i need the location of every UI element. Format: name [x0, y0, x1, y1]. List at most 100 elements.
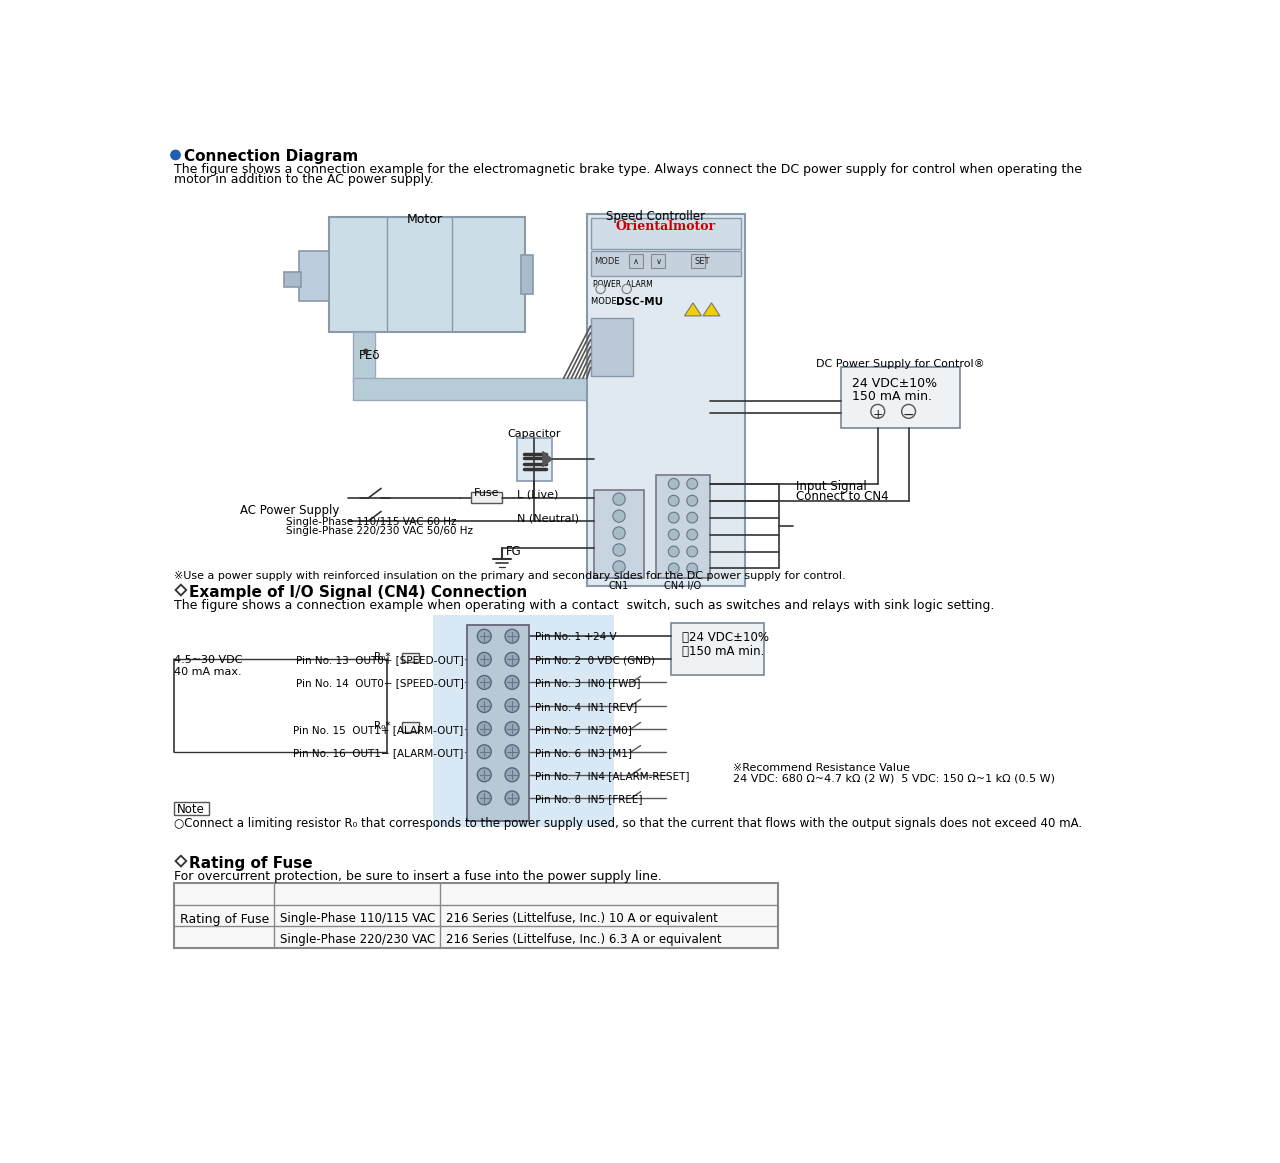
Text: Pin No. 16  OUT1− [ALARM-OUT]: Pin No. 16 OUT1− [ALARM-OUT]	[293, 748, 463, 758]
Circle shape	[506, 699, 518, 713]
Circle shape	[596, 284, 605, 293]
Bar	[402, 654, 419, 663]
Circle shape	[687, 495, 698, 506]
Circle shape	[506, 629, 518, 643]
Circle shape	[364, 349, 369, 354]
Text: AC Power Supply: AC Power Supply	[241, 504, 339, 516]
Bar	[517, 438, 552, 480]
Text: Pin No. 1 +24 V: Pin No. 1 +24 V	[535, 633, 617, 642]
Bar	[521, 255, 532, 293]
Text: ※Use a power supply with reinforced insulation on the primary and secondary side: ※Use a power supply with reinforced insu…	[174, 571, 846, 580]
Circle shape	[870, 405, 884, 419]
Text: ∧: ∧	[632, 257, 639, 266]
Text: Pin No. 2  0 VDC (GND): Pin No. 2 0 VDC (GND)	[535, 656, 655, 665]
Bar	[586, 214, 745, 586]
Text: −: −	[902, 407, 914, 421]
Bar	[300, 251, 329, 301]
Text: PEδ: PEδ	[358, 349, 380, 362]
Text: Orientalmotor: Orientalmotor	[616, 221, 716, 234]
Bar	[174, 884, 778, 948]
Text: Speed Controller: Speed Controller	[607, 209, 705, 222]
Text: CN1: CN1	[609, 580, 630, 591]
Circle shape	[613, 527, 625, 540]
Polygon shape	[543, 451, 552, 466]
Text: MODEL: MODEL	[591, 297, 625, 306]
Circle shape	[506, 744, 518, 758]
Text: Pin No. 13  OUT0+ [SPEED-OUT]: Pin No. 13 OUT0+ [SPEED-OUT]	[296, 656, 463, 665]
Text: Fuse: Fuse	[474, 488, 499, 499]
Text: ○Connect a limiting resistor R₀ that corresponds to the power supply used, so th: ○Connect a limiting resistor R₀ that cor…	[174, 818, 1082, 830]
Bar	[284, 272, 301, 287]
Circle shape	[687, 547, 698, 557]
Bar	[467, 625, 529, 821]
Circle shape	[668, 478, 680, 490]
Text: FG: FG	[506, 545, 522, 558]
Text: ∨: ∨	[657, 257, 662, 266]
Text: Example of I/O Signal (CN4) Connection: Example of I/O Signal (CN4) Connection	[189, 585, 527, 600]
Text: Pin No. 3  IN0 [FWD]: Pin No. 3 IN0 [FWD]	[535, 678, 640, 688]
Text: Single-Phase 220/230 VAC: Single-Phase 220/230 VAC	[280, 934, 435, 947]
Circle shape	[613, 561, 625, 573]
Bar	[353, 333, 375, 383]
Bar	[628, 255, 643, 269]
Bar	[590, 219, 741, 249]
Text: Rating of Fuse: Rating of Fuse	[189, 856, 314, 871]
Circle shape	[687, 563, 698, 573]
Bar	[402, 722, 419, 732]
Text: 24 VDC: 680 Ω~4.7 kΩ (2 W)  5 VDC: 150 Ω~1 kΩ (0.5 W): 24 VDC: 680 Ω~4.7 kΩ (2 W) 5 VDC: 150 Ω~…	[733, 773, 1055, 783]
Text: 4.5~30 VDC: 4.5~30 VDC	[174, 656, 242, 665]
Bar	[657, 475, 710, 578]
Text: The figure shows a connection example for the electromagnetic brake type. Always: The figure shows a connection example fo…	[174, 163, 1082, 176]
Text: Pin No. 4  IN1 [REV]: Pin No. 4 IN1 [REV]	[535, 701, 637, 712]
Text: Pin No. 8  IN5 [FREE]: Pin No. 8 IN5 [FREE]	[535, 794, 643, 804]
Circle shape	[477, 791, 492, 805]
Text: R₀*: R₀*	[374, 651, 390, 662]
Text: The figure shows a connection example when operating with a contact  switch, suc: The figure shows a connection example wh…	[174, 599, 995, 612]
Text: 24 VDC±10%: 24 VDC±10%	[851, 378, 937, 391]
Circle shape	[477, 652, 492, 666]
Bar	[174, 801, 209, 815]
Text: ※Recommend Resistance Value: ※Recommend Resistance Value	[733, 763, 910, 773]
Text: Single-Phase 110/115 VAC 60 Hz: Single-Phase 110/115 VAC 60 Hz	[287, 516, 457, 527]
Text: N (Neutral): N (Neutral)	[517, 513, 580, 523]
Bar	[841, 366, 960, 428]
Circle shape	[668, 495, 680, 506]
Text: Connection Diagram: Connection Diagram	[184, 149, 358, 164]
Polygon shape	[685, 302, 701, 316]
Bar	[433, 615, 613, 827]
Text: R₀*: R₀*	[374, 721, 390, 730]
Bar	[471, 492, 502, 504]
Text: +: +	[873, 407, 883, 421]
Text: 40 mA max.: 40 mA max.	[174, 668, 242, 677]
Circle shape	[170, 150, 180, 160]
Circle shape	[668, 529, 680, 540]
Text: Pin No. 5  IN2 [M0]: Pin No. 5 IN2 [M0]	[535, 725, 632, 735]
Circle shape	[687, 478, 698, 490]
Polygon shape	[703, 302, 719, 316]
Circle shape	[622, 284, 631, 293]
Text: ⦂150 mA min.: ⦂150 mA min.	[682, 644, 764, 658]
Bar	[691, 255, 705, 269]
Bar	[590, 319, 632, 376]
Circle shape	[613, 493, 625, 505]
Text: Single-Phase 110/115 VAC: Single-Phase 110/115 VAC	[280, 912, 435, 925]
Text: ⦂24 VDC±10%: ⦂24 VDC±10%	[682, 630, 769, 644]
Circle shape	[506, 791, 518, 805]
Text: 216 Series (Littelfuse, Inc.) 10 A or equivalent: 216 Series (Littelfuse, Inc.) 10 A or eq…	[445, 912, 718, 925]
Circle shape	[477, 744, 492, 758]
Circle shape	[668, 547, 680, 557]
Text: DSC-MU: DSC-MU	[616, 297, 663, 307]
Circle shape	[668, 563, 680, 573]
Text: Connect to CN4: Connect to CN4	[796, 490, 888, 502]
Circle shape	[477, 629, 492, 643]
Circle shape	[668, 512, 680, 523]
Text: Capacitor: Capacitor	[508, 429, 561, 440]
Bar	[594, 490, 644, 578]
Circle shape	[506, 652, 518, 666]
Text: 216 Series (Littelfuse, Inc.) 6.3 A or equivalent: 216 Series (Littelfuse, Inc.) 6.3 A or e…	[445, 934, 722, 947]
Circle shape	[687, 512, 698, 523]
Circle shape	[506, 768, 518, 782]
Text: Pin No. 15  OUT1+ [ALARM-OUT]: Pin No. 15 OUT1+ [ALARM-OUT]	[293, 725, 463, 735]
Text: 150 mA min.: 150 mA min.	[851, 390, 932, 402]
Text: motor in addition to the AC power supply.: motor in addition to the AC power supply…	[174, 172, 434, 186]
